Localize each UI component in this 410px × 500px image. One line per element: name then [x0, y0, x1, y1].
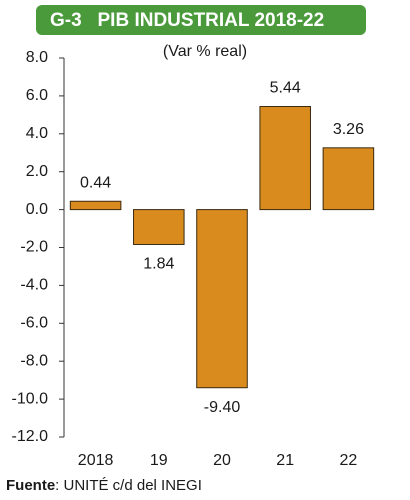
value-label: 1.84: [143, 256, 174, 273]
value-label: -9.40: [204, 399, 241, 416]
source-label: Fuente: [6, 477, 55, 494]
x-tick-label: 20: [213, 452, 231, 469]
x-tick-label: 2018: [78, 452, 114, 469]
source-note: Fuente: UNITÉ c/d del INEGI: [6, 477, 202, 494]
bar: [133, 209, 185, 245]
bar: [69, 200, 122, 211]
title-banner: [36, 5, 366, 35]
bar: [196, 209, 248, 389]
value-label: 5.44: [270, 80, 301, 97]
y-tick-label: 0.0: [26, 201, 48, 218]
y-tick-label: -4.0: [20, 277, 48, 294]
y-tick-label: -10.0: [12, 390, 49, 407]
y-tick-label: 4.0: [26, 125, 48, 142]
value-label: 0.44: [80, 174, 111, 191]
y-tick-label: -6.0: [20, 315, 48, 332]
chart-title: G-3 PIB INDUSTRIAL 2018-22: [50, 10, 324, 31]
x-tick-label: 22: [340, 452, 358, 469]
y-tick-label: -12.0: [12, 428, 49, 445]
x-tick-label: 19: [150, 452, 168, 469]
y-tick-label: 2.0: [26, 163, 48, 180]
y-tick-label: 8.0: [26, 49, 48, 66]
y-tick-label: -2.0: [20, 239, 48, 256]
bar: [322, 147, 375, 211]
value-label: 3.26: [333, 121, 364, 138]
x-tick-label: 21: [276, 452, 294, 469]
source-text: : UNITÉ c/d del INEGI: [55, 477, 202, 494]
bar: [259, 106, 311, 211]
y-tick-label: 6.0: [26, 87, 48, 104]
chart-subtitle: (Var % real): [163, 43, 247, 60]
y-tick-label: -8.0: [20, 352, 48, 369]
